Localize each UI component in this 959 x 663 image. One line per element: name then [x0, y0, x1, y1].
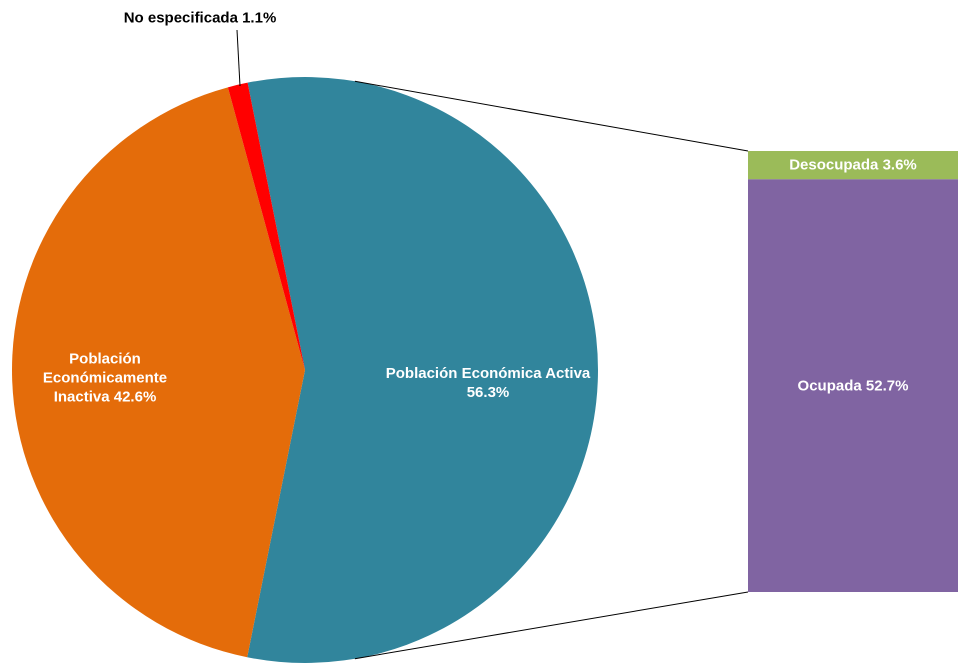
connector-line — [354, 591, 749, 660]
label-value: 52.7% — [865, 377, 909, 395]
label-name: Ocupada — [797, 377, 862, 395]
connector-line — [354, 80, 749, 152]
label-value: 3.6% — [882, 156, 917, 174]
bar-label: Ocupada 52.7% — [748, 376, 958, 395]
label-name: Desocupada — [789, 156, 879, 174]
slice-label: Población Económicamente Inactiva 42.6% — [30, 350, 180, 407]
pie-slice — [227, 82, 305, 371]
slice-label: No especificada 1.1% — [80, 9, 320, 28]
slice-label: Población Económica Activa 56.3% — [378, 364, 598, 402]
label-name: No especificada — [123, 9, 238, 27]
label-value: 1.1% — [242, 9, 277, 27]
bar-segment — [748, 179, 958, 593]
label-value: 42.6% — [113, 388, 157, 406]
label-name: Población Económicamente Inactiva — [42, 350, 168, 406]
label-value: 56.3% — [466, 384, 510, 401]
pie-slice — [12, 87, 305, 658]
pie-slice — [247, 76, 599, 663]
leader-line — [236, 29, 241, 87]
bar-segment — [748, 151, 958, 180]
bar-label: Desocupada 3.6% — [748, 156, 958, 175]
label-name: Población Económica Activa — [385, 365, 591, 382]
